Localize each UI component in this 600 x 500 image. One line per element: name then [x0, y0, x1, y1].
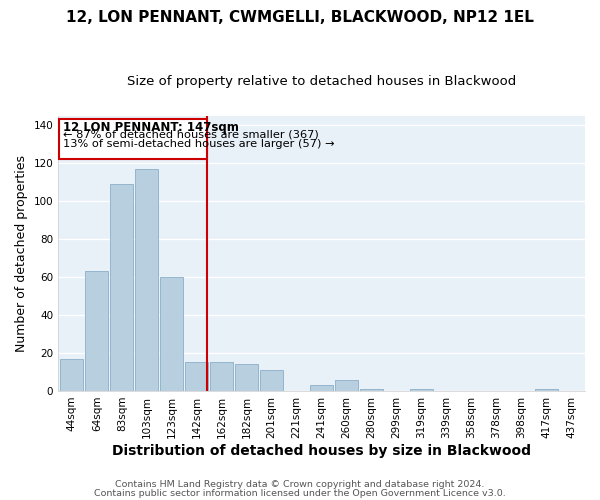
Text: 12 LON PENNANT: 147sqm: 12 LON PENNANT: 147sqm: [62, 122, 239, 134]
X-axis label: Distribution of detached houses by size in Blackwood: Distribution of detached houses by size …: [112, 444, 531, 458]
Text: 12, LON PENNANT, CWMGELLI, BLACKWOOD, NP12 1EL: 12, LON PENNANT, CWMGELLI, BLACKWOOD, NP…: [66, 10, 534, 25]
Bar: [260, 370, 283, 391]
Bar: [136, 168, 158, 391]
Bar: [360, 389, 383, 391]
Bar: [85, 272, 109, 391]
Bar: [535, 389, 558, 391]
Bar: [410, 389, 433, 391]
Bar: [185, 362, 208, 391]
Bar: [210, 362, 233, 391]
Bar: [335, 380, 358, 391]
Title: Size of property relative to detached houses in Blackwood: Size of property relative to detached ho…: [127, 75, 516, 88]
Bar: [61, 358, 83, 391]
Bar: [160, 277, 183, 391]
Bar: [59, 120, 207, 159]
Y-axis label: Number of detached properties: Number of detached properties: [15, 155, 28, 352]
Bar: [310, 386, 333, 391]
Bar: [110, 184, 133, 391]
Text: Contains HM Land Registry data © Crown copyright and database right 2024.: Contains HM Land Registry data © Crown c…: [115, 480, 485, 489]
Bar: [235, 364, 258, 391]
Text: ← 87% of detached houses are smaller (367): ← 87% of detached houses are smaller (36…: [62, 130, 319, 140]
Text: 13% of semi-detached houses are larger (57) →: 13% of semi-detached houses are larger (…: [62, 140, 334, 149]
Text: Contains public sector information licensed under the Open Government Licence v3: Contains public sector information licen…: [94, 488, 506, 498]
